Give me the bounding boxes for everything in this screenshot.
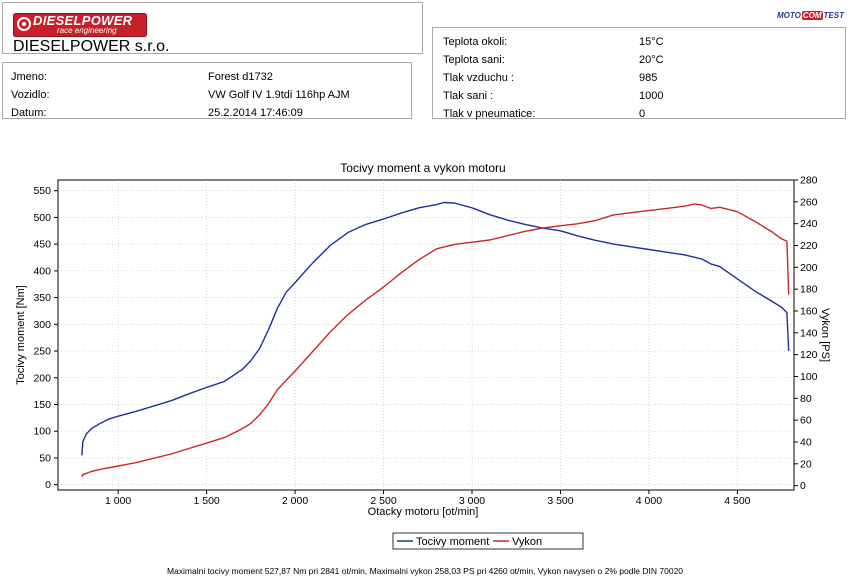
- cond-label-air-pressure: Tlak vzduchu :: [443, 72, 514, 84]
- y-left-tick-label: 400: [33, 265, 51, 277]
- cond-label-intake-pressure: Tlak sani :: [443, 90, 494, 102]
- cond-value-air-pressure: 985: [639, 72, 658, 84]
- y-left-tick-label: 300: [33, 319, 51, 331]
- y-axis-left-label: Tocivy moment [Nm]: [15, 285, 27, 385]
- y-left-tick-label: 450: [33, 239, 51, 251]
- x-tick-label: 1 500: [193, 495, 219, 507]
- logo-brand-text: DIESELPOWER: [33, 13, 133, 28]
- x-tick-label: 1 000: [105, 495, 131, 507]
- partner-logo-part2: COM: [801, 11, 823, 20]
- turbo-icon: [17, 17, 31, 31]
- series-line-power: [81, 203, 790, 478]
- logo-panel: DIESELPOWER race engineering DIESELPOWER…: [2, 2, 423, 55]
- x-tick-label: 2 500: [370, 495, 396, 507]
- info-label-name: Jmeno:: [11, 71, 48, 83]
- info-value-vehicle: VW Golf IV 1.9tdi 116hp AJM: [208, 89, 350, 101]
- y-left-tick-label: 50: [39, 452, 51, 464]
- y-left-tick-label: 200: [33, 372, 51, 384]
- y-right-tick-label: 240: [800, 218, 818, 230]
- y-right-tick-label: 20: [800, 458, 812, 470]
- y-left-tick-label: 500: [33, 212, 51, 224]
- conditions-panel: Teplota okoli: 15°C Teplota sani: 20°C T…: [432, 27, 846, 120]
- y-right-tick-label: 40: [800, 436, 812, 448]
- dieselpower-logo: DIESELPOWER race engineering: [13, 13, 147, 37]
- y-right-tick-label: 160: [800, 305, 818, 317]
- y-left-tick-label: 100: [33, 426, 51, 438]
- y-left-tick-label: 550: [33, 185, 51, 197]
- y-left-tick-label: 250: [33, 346, 51, 358]
- y-right-tick-label: 80: [800, 393, 812, 405]
- vehicle-info-panel: Jmeno: Forest d1732 Vozidlo: VW Golf IV …: [2, 62, 412, 119]
- cond-label-intake: Teplota sani:: [443, 54, 505, 66]
- dyno-chart: Tocivy moment a vykon motoru 1 000 1 500 2…: [15, 161, 831, 550]
- x-tick-label: 3 500: [547, 495, 573, 507]
- plot-frame: [57, 179, 795, 491]
- y-right-tick-label: 220: [800, 240, 818, 252]
- partner-logo-part3: TEST: [823, 11, 844, 20]
- y-left-tick-label: 0: [45, 479, 51, 491]
- info-label-vehicle: Vozidlo:: [11, 89, 50, 101]
- x-axis-label: Otacky motoru [ot/min]: [368, 506, 479, 518]
- y-right-tick-label: 100: [800, 371, 818, 383]
- y-right-tick-label: 120: [800, 349, 818, 361]
- motocomtest-logo: MOTO COM TEST: [776, 11, 845, 23]
- y-right-tick-label: 60: [800, 415, 812, 427]
- cond-value-intake-pressure: 1000: [639, 90, 664, 102]
- axis-ticks: 1 000 1 500 2 000 2 500 3 000 3 500 4 000 4 500…: [33, 175, 817, 508]
- legend-entry: Vykon: [512, 536, 542, 548]
- company-name: DIESELPOWER s.r.o.: [13, 38, 170, 55]
- x-tick-label: 2 000: [282, 495, 308, 507]
- series-lines: [81, 201, 790, 478]
- cond-value-ambient: 15°C: [639, 36, 664, 48]
- y-right-tick-label: 280: [800, 175, 818, 187]
- cond-label-tire-pressure: Tlak v pneumatice:: [443, 108, 536, 120]
- y-right-tick-label: 0: [800, 480, 806, 492]
- chart-title: Tocivy moment a vykon motoru: [340, 161, 505, 175]
- legend-box: [392, 532, 584, 550]
- series-line-torque: [81, 201, 790, 456]
- y-right-tick-label: 140: [800, 327, 818, 339]
- legend: Tocivy moment Vykon: [392, 532, 584, 550]
- info-value-name: Forest d1732: [208, 71, 273, 83]
- cond-value-tire-pressure: 0: [639, 108, 646, 120]
- legend-entry: Tocivy moment: [416, 536, 489, 548]
- info-value-date: 25.2.2014 17:46:09: [208, 107, 303, 119]
- x-tick-label: 4 500: [724, 495, 750, 507]
- logo-tagline: race engineering: [57, 26, 117, 35]
- grid: [58, 180, 794, 490]
- chart-footer-summary: Maximalni tocivy moment 527,87 Nm pri 28…: [166, 566, 684, 576]
- info-label-date: Datum:: [11, 107, 47, 119]
- y-left-tick-label: 350: [33, 292, 51, 304]
- partner-logo-part1: MOTO: [777, 11, 801, 20]
- cond-label-ambient: Teplota okoli:: [443, 36, 508, 48]
- cond-value-intake: 20°C: [639, 54, 664, 66]
- y-axis-right-label: Vykon [PS]: [819, 308, 831, 362]
- y-right-tick-label: 260: [800, 196, 818, 208]
- y-right-tick-label: 180: [800, 284, 818, 296]
- y-right-tick-label: 200: [800, 262, 818, 274]
- x-tick-label: 3 000: [459, 495, 485, 507]
- x-tick-label: 4 000: [636, 495, 662, 507]
- y-left-tick-label: 150: [33, 399, 51, 411]
